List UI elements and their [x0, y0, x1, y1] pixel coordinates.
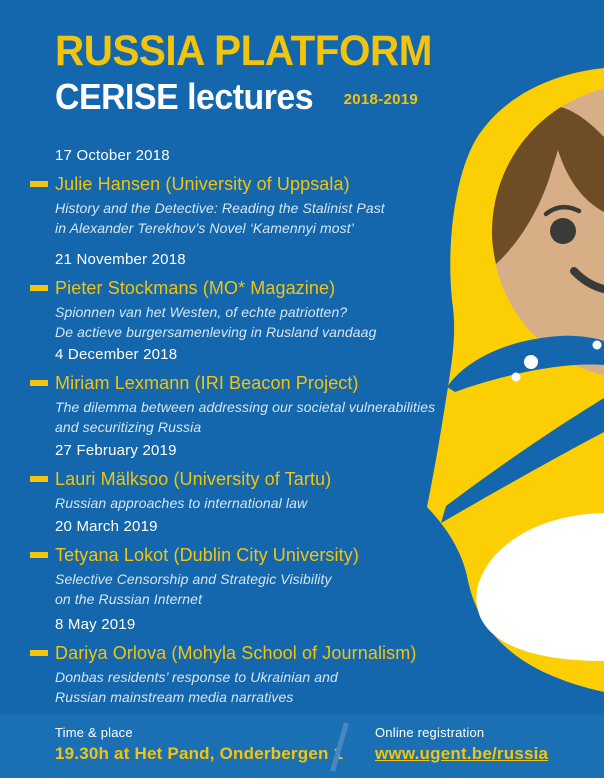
- lecture-date: 8 May 2019: [55, 616, 136, 633]
- lecture-date: 4 December 2018: [55, 346, 178, 363]
- lecture-title: Donbas residents’ response to Ukrainian …: [55, 669, 338, 705]
- lecture-entry: 4 December 2018 Miriam Lexmann (IRI Beac…: [30, 345, 455, 437]
- lecture-speaker: Julie Hansen (University of Uppsala): [30, 172, 455, 196]
- doll-scarf-edge: [441, 398, 604, 523]
- bullet-dash-icon: [30, 476, 48, 482]
- lecture-date: 20 March 2019: [55, 518, 158, 535]
- season-label: 2018-2019: [343, 90, 419, 108]
- lecture-speaker: Miriam Lexmann (IRI Beacon Project): [30, 371, 455, 395]
- bullet-dash-icon: [30, 285, 48, 291]
- lecture-date: 21 November 2018: [55, 251, 186, 268]
- speaker-name: Julie Hansen (University of Uppsala): [55, 174, 350, 194]
- lecture-date: 17 October 2018: [55, 147, 170, 164]
- lecture-title: History and the Detective: Reading the S…: [55, 200, 385, 236]
- lecture-entry: 21 November 2018 Pieter Stockmans (MO* M…: [30, 250, 455, 342]
- page-subtitle: CERISE lectures: [55, 76, 314, 117]
- doll-eyebrow: [543, 204, 582, 217]
- doll-smile: [570, 267, 604, 294]
- poster-header: RUSSIA PLATFORM CERISE lectures 2018-201…: [55, 30, 456, 115]
- lecture-entry: 17 October 2018 Julie Hansen (University…: [30, 146, 455, 238]
- lecture-speaker: Tetyana Lokot (Dublin City University): [30, 543, 455, 567]
- scarf-dot: [524, 355, 538, 369]
- time-place-value: 19.30h at Het Pand, Onderbergen 1: [55, 744, 344, 763]
- bullet-dash-icon: [30, 181, 48, 187]
- doll-chin-band: [500, 350, 604, 432]
- bullet-dash-icon: [30, 650, 48, 656]
- scarf-dot: [592, 340, 602, 350]
- lecture-speaker: Lauri Mälksoo (University of Tartu): [30, 467, 455, 491]
- speaker-name: Miriam Lexmann (IRI Beacon Project): [55, 373, 359, 393]
- doll-eye: [550, 218, 576, 244]
- doll-face: [492, 84, 604, 380]
- bullet-dash-icon: [30, 552, 48, 558]
- speaker-name: Dariya Orlova (Mohyla School of Journali…: [55, 643, 417, 663]
- lecture-entry: 8 May 2019 Dariya Orlova (Mohyla School …: [30, 615, 455, 707]
- doll-scarf-knot: [447, 335, 604, 392]
- speaker-name: Tetyana Lokot (Dublin City University): [55, 545, 359, 565]
- registration-link[interactable]: www.ugent.be/russia: [375, 744, 549, 763]
- registration-label: Online registration: [375, 725, 485, 740]
- doll-belly: [476, 513, 604, 661]
- lecture-title: Russian approaches to international law: [55, 495, 308, 511]
- doll-hair: [492, 105, 604, 264]
- lecture-title: Selective Censorship and Strategic Visib…: [55, 571, 332, 607]
- lecture-title: Spionnen van het Westen, of echte patrio…: [55, 304, 377, 340]
- speaker-name: Pieter Stockmans (MO* Magazine): [55, 278, 336, 298]
- lecture-date: 27 February 2019: [55, 442, 177, 459]
- lecture-entry: 27 February 2019 Lauri Mälksoo (Universi…: [30, 441, 455, 514]
- lecture-title: The dilemma between addressing our socie…: [55, 399, 436, 435]
- bullet-dash-icon: [30, 380, 48, 386]
- footer-bar: Time & place 19.30h at Het Pand, Onderbe…: [0, 715, 604, 778]
- lecture-speaker: Pieter Stockmans (MO* Magazine): [30, 276, 455, 300]
- scarf-dot: [511, 372, 521, 382]
- time-place-block: Time & place 19.30h at Het Pand, Onderbe…: [55, 724, 343, 765]
- speaker-name: Lauri Mälksoo (University of Tartu): [55, 469, 332, 489]
- registration-block: Online registration www.ugent.be/russia: [375, 724, 548, 765]
- lecture-speaker: Dariya Orlova (Mohyla School of Journali…: [30, 641, 455, 665]
- page-title: RUSSIA PLATFORM: [55, 27, 432, 75]
- lecture-entry: 20 March 2019 Tetyana Lokot (Dublin City…: [30, 517, 455, 609]
- time-place-label: Time & place: [55, 725, 133, 740]
